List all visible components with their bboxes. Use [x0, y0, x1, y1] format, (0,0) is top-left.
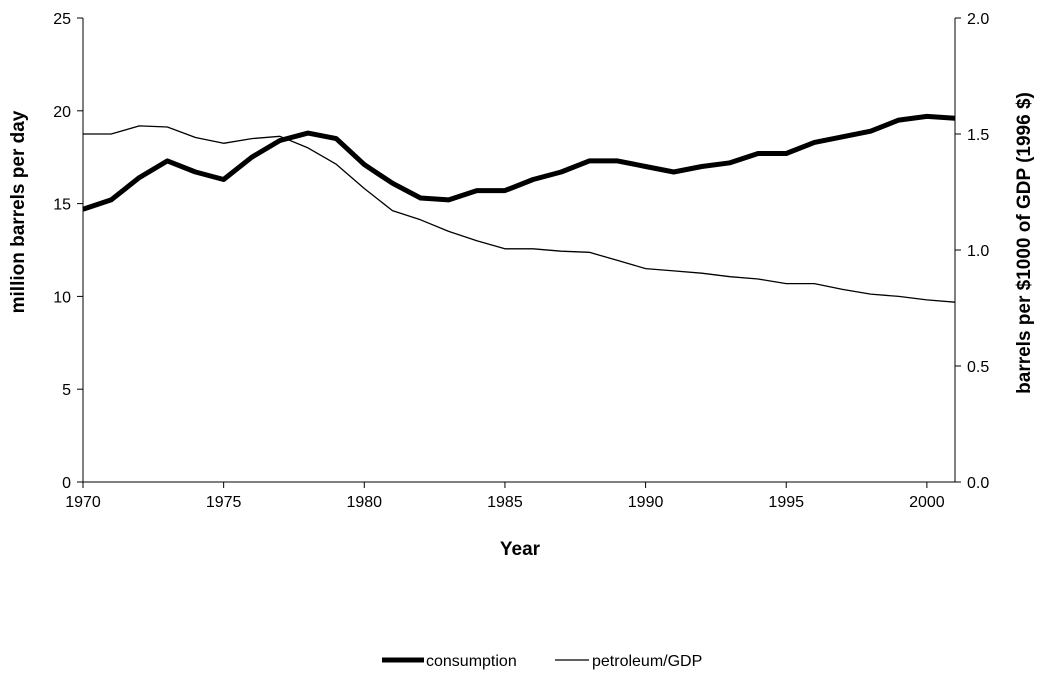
y-axis-title: million barrels per day [8, 110, 29, 313]
x-tick-label: 1995 [768, 494, 804, 511]
series-line-petroleum-gdp [83, 125, 956, 303]
y-tick-label: 20 [53, 104, 71, 121]
x-tick-label: 2000 [909, 494, 945, 511]
y2-axis-title: barrels per $1000 of GDP (1996 $) [1014, 92, 1035, 394]
y-tick-label: 10 [53, 289, 71, 306]
y-tick-label: 25 [53, 11, 71, 28]
legend-label-consumption: consumption [426, 653, 517, 670]
axes: 0 5 10 15 20 25 0.0 0.5 1.0 1.5 2.0 1970 1975 1980 198… [53, 11, 989, 511]
legend-label-petroleum-gdp: petroleum/GDP [592, 653, 702, 670]
series-line-consumption [82, 113, 956, 212]
x-tick-label: 1970 [65, 494, 101, 511]
x-tick-label: 1975 [206, 494, 242, 511]
series-lines [82, 113, 956, 303]
x-tick-label: 1990 [628, 494, 664, 511]
x-axis-title: Year [500, 539, 541, 560]
y-tick-label: 15 [53, 197, 71, 214]
x-tick-label: 1985 [487, 494, 523, 511]
y2-tick-label: 1.5 [967, 127, 989, 144]
y-tick-label: 5 [62, 382, 71, 399]
y2-tick-label: 1.0 [967, 243, 989, 260]
y2-tick-label: 0.0 [967, 475, 989, 492]
x-tick-label: 1980 [346, 494, 382, 511]
y2-tick-label: 2.0 [967, 11, 989, 28]
y2-tick-label: 0.5 [967, 359, 989, 376]
legend: consumption petroleum/GDP [382, 653, 702, 670]
y-tick-label: 0 [62, 475, 71, 492]
